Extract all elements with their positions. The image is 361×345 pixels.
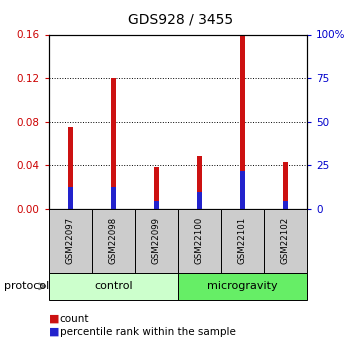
Bar bbox=[283, 201, 288, 209]
Text: ■: ■ bbox=[49, 327, 59, 337]
Text: GSM22098: GSM22098 bbox=[109, 217, 118, 264]
Bar bbox=[154, 167, 159, 209]
Text: GSM22097: GSM22097 bbox=[66, 217, 75, 264]
Text: count: count bbox=[60, 314, 89, 324]
Text: ■: ■ bbox=[49, 314, 59, 324]
Text: GSM22099: GSM22099 bbox=[152, 217, 161, 264]
Bar bbox=[240, 171, 245, 209]
Text: GSM22100: GSM22100 bbox=[195, 217, 204, 264]
Bar bbox=[240, 34, 245, 209]
Text: percentile rank within the sample: percentile rank within the sample bbox=[60, 327, 235, 337]
Bar bbox=[111, 187, 116, 209]
Bar bbox=[197, 193, 202, 209]
Text: GSM22102: GSM22102 bbox=[281, 217, 290, 264]
Bar bbox=[154, 201, 159, 209]
Bar bbox=[283, 162, 288, 209]
Text: microgravity: microgravity bbox=[207, 282, 278, 291]
Text: GSM22101: GSM22101 bbox=[238, 217, 247, 264]
Text: control: control bbox=[94, 282, 132, 291]
Bar bbox=[68, 187, 73, 209]
Bar bbox=[197, 156, 202, 209]
Bar bbox=[68, 127, 73, 209]
Text: GDS928 / 3455: GDS928 / 3455 bbox=[128, 12, 233, 26]
Bar bbox=[111, 78, 116, 209]
Text: protocol: protocol bbox=[4, 282, 49, 291]
